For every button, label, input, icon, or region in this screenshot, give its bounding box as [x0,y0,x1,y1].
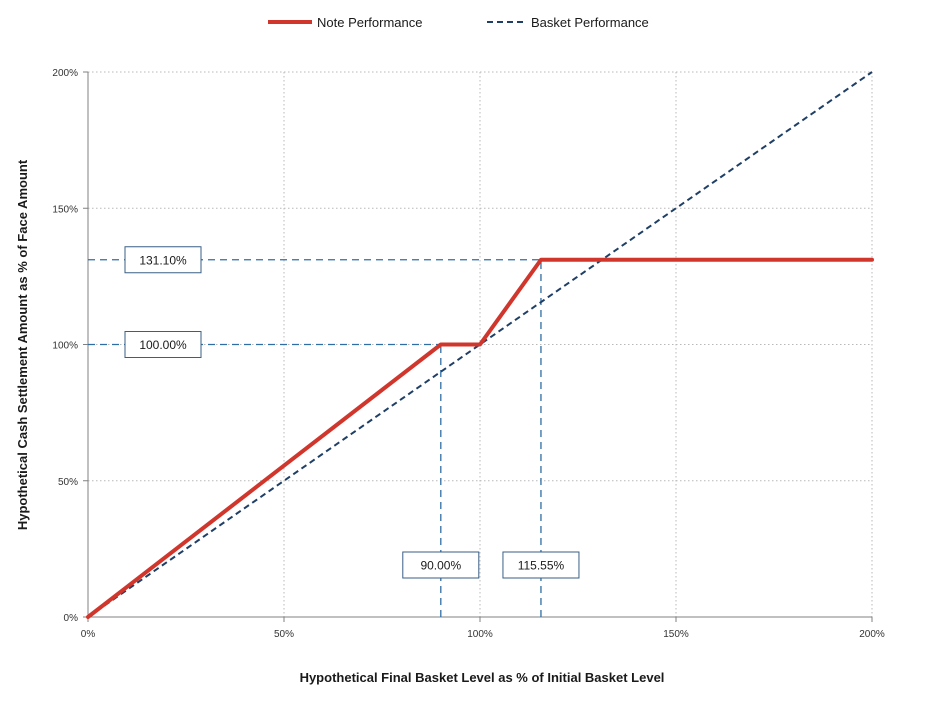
x-tick-label: 150% [663,629,689,640]
y-tick-label: 100% [52,341,78,352]
x-axis-title: Hypothetical Final Basket Level as % of … [300,670,665,685]
callout-box [124,246,202,274]
y-tick-label: 200% [52,68,78,79]
legend-label-basket: Basket Performance [531,15,649,30]
callout-label: 131.10% [139,253,187,267]
y-tick-label: 150% [52,204,78,215]
x-tick-label: 50% [274,629,294,640]
x-tick-label: 200% [859,629,885,640]
basket-performance-line [87,71,873,618]
callout-box [124,331,202,358]
legend: Note Performance Basket Performance [268,15,649,30]
callout-box [502,551,580,579]
legend-label-note: Note Performance [317,15,423,30]
callout-label: 100.00% [139,338,187,352]
y-axis-title: Hypothetical Cash Settlement Amount as %… [15,159,30,530]
callout-label: 90.00% [420,559,461,573]
x-tick-label: 0% [81,629,96,640]
callout-label: 115.55% [518,559,565,573]
callouts: 131.10% 100.00% 90.00% 115.55% [124,246,580,579]
y-tick-label: 50% [58,477,78,488]
x-tick-label: 100% [467,629,493,640]
y-tick-label: 0% [64,613,79,624]
note-performance-line [86,257,874,619]
callout-box [402,551,480,579]
series-layer [86,71,874,619]
